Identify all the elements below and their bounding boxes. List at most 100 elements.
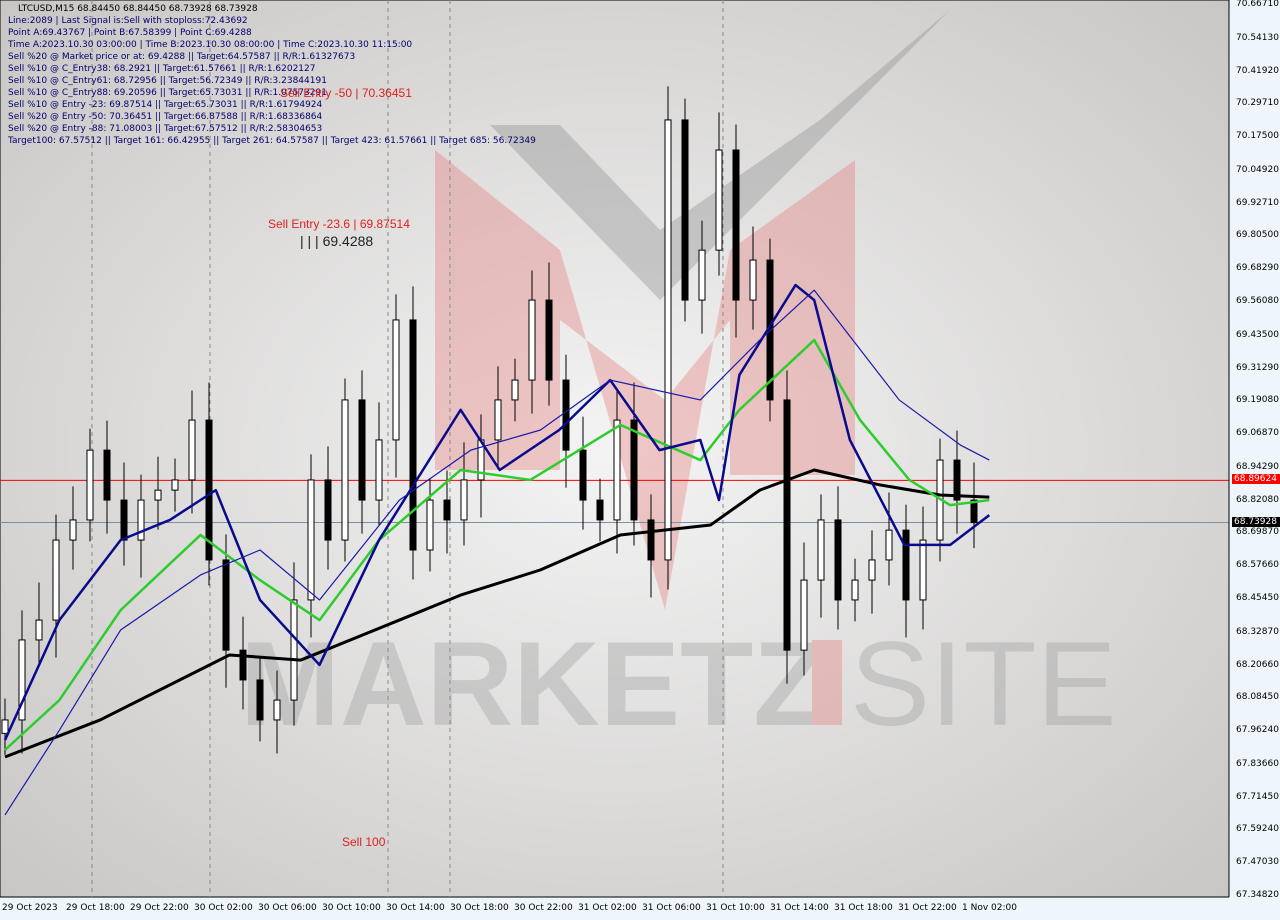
candle-body — [596, 499, 604, 521]
price-axis — [1229, 0, 1280, 920]
x-tick-label: 31 Oct 14:00 — [770, 903, 829, 913]
y-tick-label: 70.04920 — [1236, 164, 1279, 175]
candle-body — [562, 379, 570, 451]
candle-body — [715, 149, 723, 251]
symbol-title: LTCUSD,M15 68.84450 68.84450 68.73928 68… — [18, 4, 258, 14]
x-tick-label: 31 Oct 18:00 — [834, 903, 893, 913]
y-tick-label: 69.43500 — [1236, 329, 1279, 340]
moving-averages — [3, 283, 991, 816]
y-tick-label: 68.32870 — [1236, 626, 1279, 637]
y-tick-label: 69.92710 — [1236, 197, 1279, 208]
candle-body — [392, 319, 400, 441]
candle-body — [647, 519, 655, 561]
sell-entry-236-label: Sell Entry -23.6 | 69.87514 — [268, 217, 410, 231]
candle-body — [749, 259, 757, 301]
watermark-logo: MARKETZ SITE — [240, 10, 1117, 751]
candle-body — [528, 299, 536, 381]
info-line: Sell %10 @ C_Entry38: 68.2921 || Target:… — [8, 64, 316, 74]
x-tick-label: 30 Oct 02:00 — [194, 903, 253, 913]
info-line: Sell %20 @ Entry -88: 71.08003 || Target… — [8, 124, 323, 134]
ma_green-line — [4, 338, 990, 751]
x-tick-label: 30 Oct 18:00 — [450, 903, 509, 913]
candle-body — [902, 529, 910, 601]
ma_blue-line — [4, 289, 990, 816]
sell-entry-50-label: Sell Entry -50 | 70.36451 — [280, 86, 412, 100]
candle-body — [970, 499, 978, 524]
candle-body — [18, 639, 26, 721]
y-tick-label: 68.08450 — [1236, 692, 1279, 703]
candle-body — [35, 619, 43, 641]
candle-body — [341, 399, 349, 541]
sell-100-label: Sell 100 — [342, 835, 386, 849]
x-tick-label: 30 Oct 22:00 — [514, 903, 573, 913]
y-tick-label: 70.54130 — [1236, 32, 1279, 43]
y-tick-label: 68.69870 — [1236, 527, 1279, 538]
candle-body — [256, 679, 264, 721]
x-tick-label: 29 Oct 2023 — [2, 903, 58, 913]
candle-body — [273, 699, 281, 721]
x-tick-label: 30 Oct 14:00 — [386, 903, 445, 913]
current-price-label: 68.73928 — [1232, 516, 1280, 527]
candle-body — [103, 449, 111, 501]
candle-body — [375, 439, 383, 501]
point-c-label: | | | 69.4288 — [300, 233, 374, 249]
candle-body — [545, 299, 553, 381]
info-line: Sell %10 @ C_Entry88: 69.20596 || Target… — [8, 88, 327, 98]
candle-body — [579, 449, 587, 501]
svg-text:SITE: SITE — [850, 617, 1117, 751]
ma_slow-line — [4, 468, 990, 759]
candle-body — [460, 479, 468, 521]
candle-body — [443, 499, 451, 521]
candle-body — [52, 539, 60, 621]
x-tick-label: 31 Oct 06:00 — [642, 903, 701, 913]
candle-body — [494, 399, 502, 441]
info-line: Line:2089 | Last Signal is:Sell with sto… — [8, 16, 248, 26]
info-line: Point A:69.43767 | Point B:67.58399 | Po… — [8, 28, 252, 38]
x-tick-label: 31 Oct 10:00 — [706, 903, 765, 913]
candle-body — [834, 519, 842, 601]
x-tick-label: 29 Oct 18:00 — [66, 903, 125, 913]
y-tick-label: 70.66710 — [1236, 0, 1279, 9]
y-tick-label: 68.82080 — [1236, 494, 1279, 505]
candle-body — [732, 149, 740, 301]
y-tick-label: 67.59240 — [1236, 824, 1279, 835]
ma_navy-line — [3, 283, 991, 741]
info-line: Sell %10 @ Entry -23: 69.87514 || Target… — [8, 100, 323, 110]
candle-body — [290, 599, 298, 701]
candle-body — [137, 499, 145, 541]
y-tick-label: 69.19080 — [1236, 395, 1279, 406]
candle-body — [851, 579, 859, 601]
candle-body — [817, 519, 825, 581]
candle-body — [358, 399, 366, 501]
y-tick-label: 67.71450 — [1236, 791, 1279, 802]
candle-body — [205, 419, 213, 561]
candle-body — [664, 119, 672, 561]
info-line: Sell %20 @ Entry -50: 70.36451 || Target… — [8, 112, 323, 122]
y-tick-label: 70.17500 — [1236, 131, 1279, 142]
y-tick-label: 67.34820 — [1236, 890, 1279, 900]
info-line: Sell %10 @ C_Entry61: 68.72956 || Target… — [8, 76, 327, 86]
candle-body — [919, 539, 927, 601]
candle-body — [630, 419, 638, 521]
candle-body — [324, 479, 332, 541]
y-tick-label: 69.06870 — [1236, 428, 1279, 439]
candle-body — [681, 119, 689, 301]
level-price-label: 68.89624 — [1232, 474, 1280, 485]
y-tick-label: 69.31290 — [1236, 362, 1279, 373]
candle-body — [511, 379, 519, 401]
candle-body — [69, 519, 77, 541]
candle-body — [409, 319, 417, 551]
candle-body — [800, 579, 808, 651]
info-line: Sell %20 @ Market price or at: 69.4288 |… — [8, 52, 356, 62]
y-tick-label: 67.83660 — [1236, 758, 1279, 769]
candle-body — [239, 649, 247, 681]
candle-body — [868, 559, 876, 581]
candle-body — [154, 489, 162, 501]
y-tick-label: 70.41920 — [1236, 65, 1279, 76]
info-line: Target100: 67.57512 || Target 161: 66.42… — [8, 136, 536, 146]
candle-body — [1, 719, 9, 734]
candle-body — [953, 459, 961, 501]
x-tick-label: 30 Oct 10:00 — [322, 903, 381, 913]
y-tick-label: 68.57660 — [1236, 560, 1279, 571]
